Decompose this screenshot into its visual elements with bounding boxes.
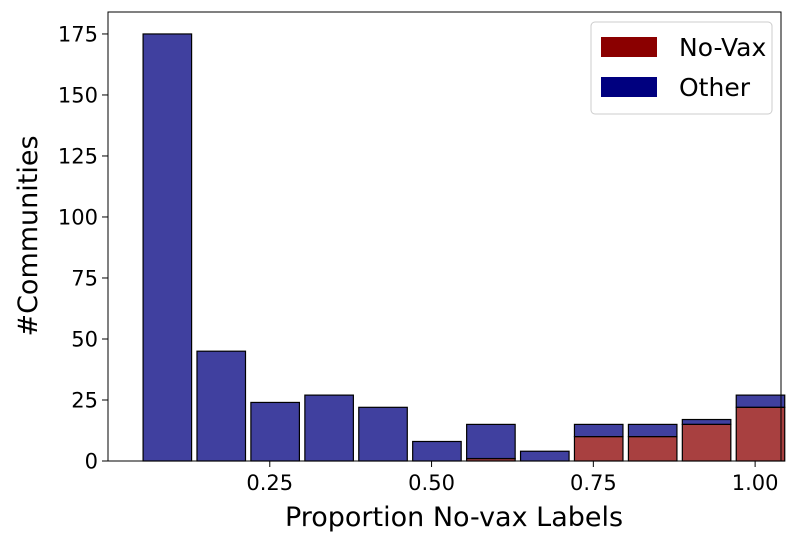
- bar-other-6: [466, 423, 516, 460]
- bar-no-vax-10: [681, 423, 732, 462]
- y-tick-label-0: 0: [85, 450, 98, 474]
- x-tick-label-3: 1.00: [732, 471, 779, 495]
- bar-other-4: [358, 406, 408, 462]
- bar-other-9: [627, 423, 678, 438]
- y-axis-title: #Communities: [13, 135, 44, 336]
- plot-frame: [107, 11, 782, 462]
- bars-layer: [142, 33, 786, 462]
- x-tick-label-2: 0.75: [570, 471, 617, 495]
- y-tick-label-5: 125: [58, 144, 98, 168]
- y-tick-label-1: 25: [71, 388, 98, 412]
- bar-other-7: [519, 450, 570, 462]
- y-tick-label-2: 50: [71, 327, 98, 351]
- y-tick-label-4: 100: [58, 205, 98, 229]
- bar-other-8: [573, 423, 624, 438]
- y-tick-label-6: 150: [58, 83, 98, 107]
- bar-other-2: [250, 401, 301, 462]
- bar-no-vax-11: [735, 406, 786, 462]
- bar-other-0: [142, 33, 193, 462]
- bar-other-1: [196, 350, 247, 462]
- x-axis: 0.25 0.50 0.75 1.00: [246, 461, 778, 495]
- legend-label-other: Other: [679, 73, 751, 102]
- y-tick-label-3: 75: [71, 266, 98, 290]
- y-axis: 0 25 50 75 100 125 150 175: [58, 22, 108, 474]
- x-axis-title: Proportion No-vax Labels: [285, 502, 623, 533]
- bar-other-5: [412, 440, 462, 462]
- x-tick-label-0: 0.25: [246, 471, 293, 495]
- bar-other-10: [681, 418, 732, 425]
- y-tick-label-7: 175: [58, 22, 98, 46]
- legend: No-Vax Other: [590, 21, 773, 115]
- bar-no-vax-8: [573, 435, 624, 462]
- x-tick-label-1: 0.50: [408, 471, 455, 495]
- bar-other-11: [735, 394, 786, 408]
- bar-no-vax-9: [627, 435, 678, 462]
- bar-other-3: [304, 394, 354, 462]
- legend-swatch-other: [601, 77, 657, 97]
- legend-swatch-no-vax: [601, 37, 657, 57]
- legend-label-no-vax: No-Vax: [679, 33, 766, 62]
